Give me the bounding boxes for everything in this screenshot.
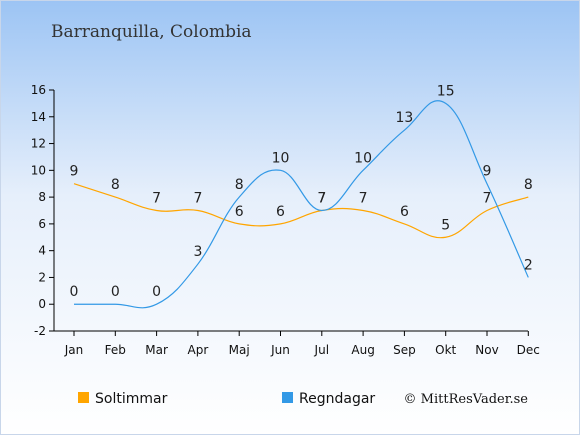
x-tick-label: Okt (435, 343, 456, 357)
data-label-sun-hours: 7 (483, 191, 492, 207)
data-label-sun-hours: 7 (152, 191, 161, 207)
data-label-sun-hours: 9 (70, 164, 79, 180)
series-line-rain-days (73, 100, 529, 309)
chart-title: Barranquilla, Colombia (51, 22, 252, 42)
y-tick-label: 0 (38, 297, 46, 311)
series-line-sun-hours (73, 183, 529, 239)
x-tick-label: Maj (229, 343, 250, 357)
y-tick-label: 6 (38, 217, 46, 231)
x-tick-label: Jul (314, 343, 329, 357)
y-tick-label: 4 (38, 244, 46, 258)
data-label-rain-days: 7 (317, 191, 326, 207)
data-label-rain-days: 8 (235, 177, 244, 193)
legend-swatch-sun-hours (78, 392, 89, 403)
y-tick-label: 8 (38, 190, 46, 204)
data-label-sun-hours: 5 (441, 217, 450, 233)
y-tick-label: 14 (31, 110, 46, 124)
x-tick-label: Nov (475, 343, 498, 357)
y-tick-label: 10 (31, 163, 46, 177)
data-label-sun-hours: 7 (317, 191, 326, 207)
data-label-sun-hours: 7 (359, 191, 368, 207)
x-tick-label: Jan (64, 343, 84, 357)
data-label-rain-days: 0 (152, 284, 161, 300)
data-label-sun-hours: 7 (193, 191, 202, 207)
axes: -2 0 2 4 6 8 10 12 14 16 Jan Feb Mar Apr Maj Jun Jul Aug S… (31, 83, 540, 357)
x-tick-label: Apr (188, 343, 209, 357)
x-tick-label: Sep (393, 343, 416, 357)
data-label-rain-days: 2 (524, 257, 533, 273)
data-label-sun-hours: 6 (276, 204, 285, 220)
y-tick-label: 12 (31, 137, 46, 151)
series-layer (73, 100, 529, 309)
legend-label-rain-days: Regndagar (299, 391, 375, 407)
data-label-rain-days: 10 (272, 150, 290, 166)
x-tick-label: Aug (351, 343, 374, 357)
data-label-rain-days: 9 (483, 164, 492, 180)
data-label-sun-hours: 8 (111, 177, 120, 193)
legend-swatch-rain-days (282, 392, 293, 403)
credit-text: © MittResVader.se (404, 392, 529, 407)
data-label-rain-days: 10 (354, 150, 372, 166)
data-label-sun-hours: 6 (400, 204, 409, 220)
y-tick-label: 2 (38, 270, 46, 284)
data-label-rain-days: 0 (111, 284, 120, 300)
legend: Soltimmar Regndagar (78, 391, 375, 407)
x-tick-label: Feb (105, 343, 126, 357)
x-tick-label: Mar (145, 343, 168, 357)
x-tick-label: Dec (517, 343, 540, 357)
legend-label-sun-hours: Soltimmar (95, 391, 168, 407)
data-label-rain-days: 0 (70, 284, 79, 300)
data-label-rain-days: 3 (193, 244, 202, 260)
data-label-sun-hours: 6 (235, 204, 244, 220)
x-tick-label: Jun (270, 343, 290, 357)
data-label-sun-hours: 8 (524, 177, 533, 193)
data-label-rain-days: 13 (395, 110, 413, 126)
y-tick-label: -2 (34, 324, 46, 338)
y-tick-label: 16 (31, 83, 46, 97)
data-label-rain-days: 15 (437, 83, 455, 99)
